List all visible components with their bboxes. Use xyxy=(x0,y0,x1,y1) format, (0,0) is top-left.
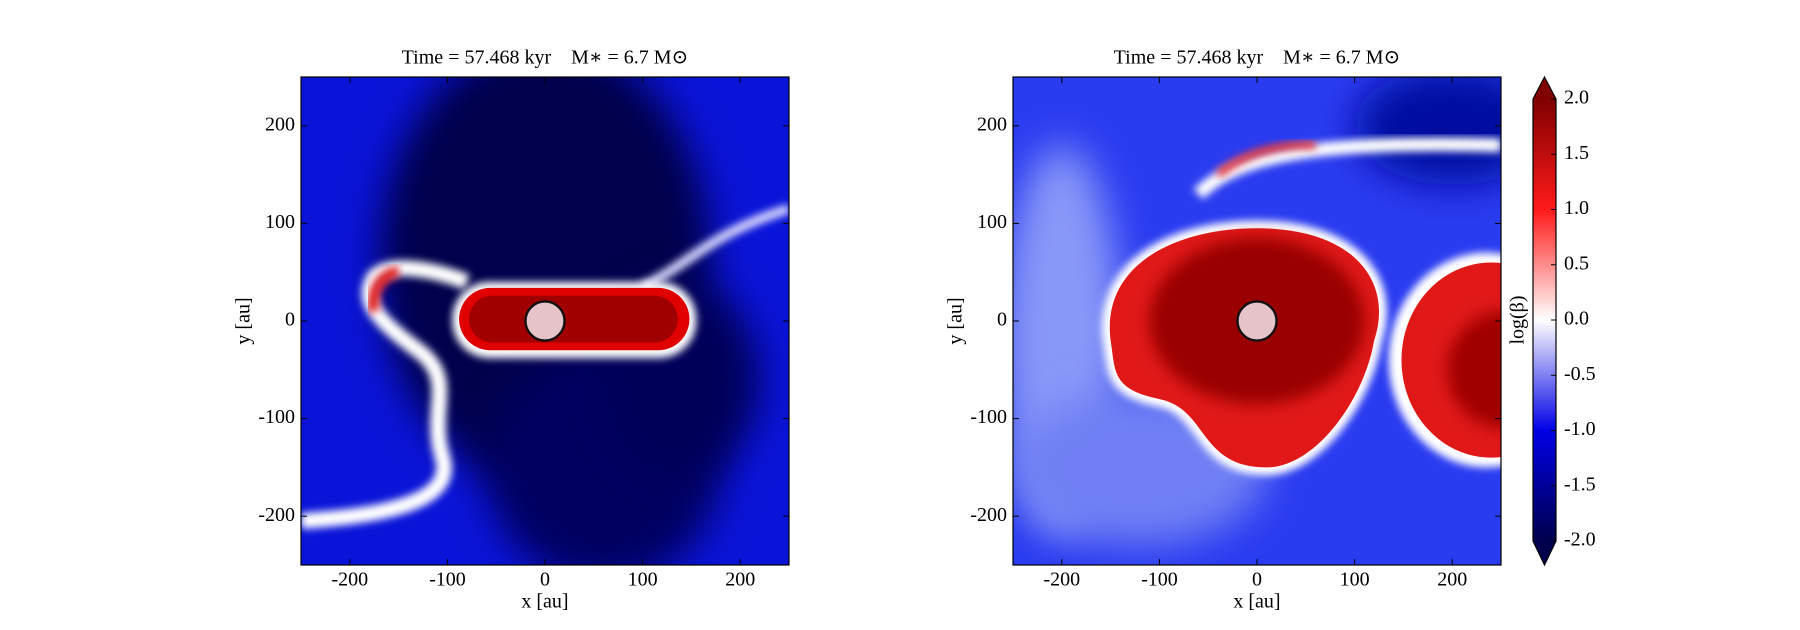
colorbar-label: log(β) xyxy=(1507,295,1529,344)
core xyxy=(1447,311,1501,429)
x-axis-label: x [au] xyxy=(1233,591,1280,613)
chart-title: Time = 57.468 kyr M∗ = 6.7 M⊙ xyxy=(1114,47,1401,69)
x-tick-label: 0 xyxy=(1252,569,1262,591)
x-tick-label: -100 xyxy=(1141,569,1178,591)
y-tick-label: 200 xyxy=(265,113,295,135)
y-tick-label: -100 xyxy=(258,406,295,428)
y-tick-label: -200 xyxy=(258,504,295,526)
x-axis-label: x [au] xyxy=(521,591,568,613)
field xyxy=(1013,77,1501,565)
x-tick-label: 200 xyxy=(725,569,755,591)
field-dark xyxy=(1354,77,1501,185)
star xyxy=(1236,300,1278,342)
filament xyxy=(367,266,400,313)
filament xyxy=(1215,141,1316,178)
y-tick-label: 0 xyxy=(285,309,295,331)
y-tick-label: 100 xyxy=(977,211,1007,233)
field xyxy=(301,77,789,565)
y-tick-label: -200 xyxy=(970,504,1007,526)
star xyxy=(524,300,566,342)
colorbar-tick-label: 0.0 xyxy=(1564,308,1589,330)
colorbar-tick-label: -1.0 xyxy=(1564,418,1596,440)
core xyxy=(468,295,678,343)
x-tick-label: 100 xyxy=(628,569,658,591)
filament xyxy=(640,204,789,292)
colorbar-extend-min xyxy=(1533,541,1556,565)
y-tick-label: 100 xyxy=(265,211,295,233)
colorbar-tick-label: 1.0 xyxy=(1564,197,1589,219)
y-tick-label: 200 xyxy=(977,113,1007,135)
colorbar-tick-label: 0.5 xyxy=(1564,252,1589,274)
heatmap xyxy=(301,77,789,565)
x-tick-label: 100 xyxy=(1340,569,1370,591)
x-tick-label: -200 xyxy=(331,569,368,591)
colorbar xyxy=(1533,99,1556,541)
filament xyxy=(1193,137,1501,200)
x-tick-label: 200 xyxy=(1437,569,1467,591)
y-axis-label: y [au] xyxy=(945,297,967,344)
y-tick-label: -100 xyxy=(970,406,1007,428)
heatmap xyxy=(1013,77,1501,565)
colorbar-tick-label: -1.5 xyxy=(1564,473,1596,495)
colorbar-extend-max xyxy=(1533,77,1556,99)
x-tick-label: -100 xyxy=(429,569,466,591)
y-tick-label: 0 xyxy=(997,309,1007,331)
colorbar-tick-label: 1.5 xyxy=(1564,142,1589,164)
colorbar-tick-label: -0.5 xyxy=(1564,363,1596,385)
x-tick-label: -200 xyxy=(1043,569,1080,591)
chart-title: Time = 57.468 kyr M∗ = 6.7 M⊙ xyxy=(402,47,689,69)
x-tick-label: 0 xyxy=(540,569,550,591)
colorbar-tick-label: 2.0 xyxy=(1564,87,1589,109)
y-axis-label: y [au] xyxy=(233,297,255,344)
colorbar-tick-label: -2.0 xyxy=(1564,529,1596,551)
